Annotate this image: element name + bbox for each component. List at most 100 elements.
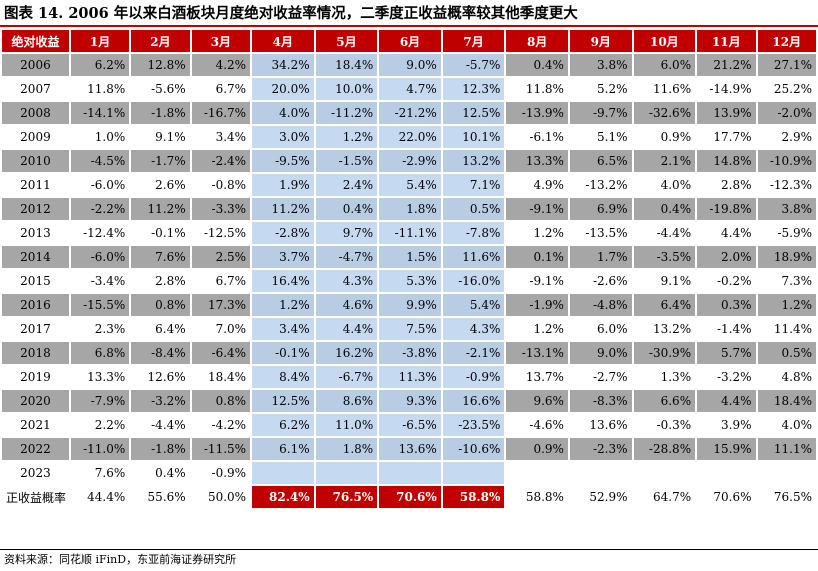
- return-cell: -2.4%: [191, 150, 251, 172]
- return-cell: -4.2%: [191, 414, 251, 436]
- return-cell: 2.8%: [697, 174, 756, 196]
- month-header: 9月: [569, 30, 632, 52]
- month-header: 8月: [506, 30, 568, 52]
- return-cell: 17.3%: [191, 294, 251, 316]
- return-cell: -13.5%: [569, 222, 632, 244]
- return-cell: 1.3%: [633, 366, 696, 388]
- return-cell: 13.7%: [506, 366, 568, 388]
- return-cell: 9.1%: [633, 270, 696, 292]
- return-cell: -1.9%: [506, 294, 568, 316]
- return-cell: -9.5%: [252, 150, 314, 172]
- return-cell: -3.5%: [633, 246, 696, 268]
- return-cell: 8.4%: [252, 366, 314, 388]
- return-cell: 6.5%: [569, 150, 632, 172]
- return-cell: -16.0%: [442, 270, 505, 292]
- return-cell: 34.2%: [252, 54, 314, 76]
- return-cell: 5.3%: [379, 270, 441, 292]
- return-cell: -8.3%: [569, 390, 632, 412]
- return-cell: -30.9%: [633, 342, 696, 364]
- return-cell: -12.4%: [70, 222, 130, 244]
- month-header: 1月: [70, 30, 130, 52]
- table-row: 2020 -7.9% -3.2% 0.8% 12.5% 8.6% 9.3% 16.6% 9.6%…: [2, 390, 816, 412]
- return-cell: [442, 462, 505, 484]
- return-cell: -11.1%: [379, 222, 441, 244]
- probability-cell: 70.6%: [697, 486, 756, 508]
- year-cell: 2019: [2, 366, 69, 388]
- return-cell: 0.4%: [315, 198, 378, 220]
- return-cell: -3.3%: [191, 198, 251, 220]
- return-cell: -10.6%: [442, 438, 505, 460]
- year-cell: 2021: [2, 414, 69, 436]
- chart-title: 图表 14. 2006 年以来白酒板块月度绝对收益率情况，二季度正收益概率较其他…: [4, 5, 578, 22]
- return-cell: 1.2%: [506, 318, 568, 340]
- return-cell: 9.7%: [315, 222, 378, 244]
- return-cell: 3.4%: [191, 126, 251, 148]
- return-cell: 9.1%: [131, 126, 190, 148]
- return-cell: 16.2%: [315, 342, 378, 364]
- return-cell: -12.5%: [191, 222, 251, 244]
- return-cell: -0.3%: [633, 414, 696, 436]
- return-cell: [697, 462, 756, 484]
- return-cell: -13.9%: [506, 102, 568, 124]
- return-cell: 4.4%: [697, 222, 756, 244]
- return-cell: 14.8%: [697, 150, 756, 172]
- return-cell: 2.3%: [70, 318, 130, 340]
- probability-cell: 64.7%: [633, 486, 696, 508]
- return-cell: 11.1%: [757, 438, 816, 460]
- return-cell: -4.7%: [315, 246, 378, 268]
- table-row: 2012 -2.2% 11.2% -3.3% 11.2% 0.4% 1.8% 0.5% -9.1…: [2, 198, 816, 220]
- return-cell: 9.6%: [506, 390, 568, 412]
- table-row: 2006 6.2% 12.8% 4.2% 34.2% 18.4% 9.0% -5.7% 0.4%…: [2, 54, 816, 76]
- return-cell: -2.1%: [442, 342, 505, 364]
- return-cell: -19.8%: [697, 198, 756, 220]
- return-cell: 1.9%: [252, 174, 314, 196]
- return-cell: -4.6%: [506, 414, 568, 436]
- return-cell: 1.8%: [379, 198, 441, 220]
- return-cell: 12.3%: [442, 78, 505, 100]
- return-cell: 11.8%: [506, 78, 568, 100]
- return-cell: -4.4%: [131, 414, 190, 436]
- return-cell: 2.5%: [191, 246, 251, 268]
- return-cell: -2.9%: [379, 150, 441, 172]
- return-cell: -0.8%: [191, 174, 251, 196]
- return-cell: 1.2%: [757, 294, 816, 316]
- table-row: 2010 -4.5% -1.7% -2.4% -9.5% -1.5% -2.9% 13.2% 1…: [2, 150, 816, 172]
- summary-row: 正收益概率 44.4% 55.6% 50.0% 82.4% 76.5% 70.6% 58.8%…: [2, 486, 816, 508]
- return-cell: 5.1%: [569, 126, 632, 148]
- return-cell: -3.8%: [379, 342, 441, 364]
- return-cell: 7.0%: [191, 318, 251, 340]
- probability-cell: 70.6%: [379, 486, 441, 508]
- return-cell: -9.7%: [569, 102, 632, 124]
- return-cell: 2.9%: [757, 126, 816, 148]
- return-cell: [379, 462, 441, 484]
- return-cell: 8.6%: [315, 390, 378, 412]
- return-cell: 5.4%: [379, 174, 441, 196]
- return-cell: -14.1%: [70, 102, 130, 124]
- return-cell: 2.2%: [70, 414, 130, 436]
- return-cell: 4.0%: [633, 174, 696, 196]
- return-cell: 4.2%: [191, 54, 251, 76]
- probability-cell: 58.8%: [506, 486, 568, 508]
- return-cell: 0.3%: [697, 294, 756, 316]
- return-cell: -28.8%: [633, 438, 696, 460]
- return-cell: 1.2%: [506, 222, 568, 244]
- return-cell: 25.2%: [757, 78, 816, 100]
- return-cell: 13.2%: [442, 150, 505, 172]
- year-cell: 2009: [2, 126, 69, 148]
- year-cell: 2010: [2, 150, 69, 172]
- return-cell: 1.0%: [70, 126, 130, 148]
- return-cell: -0.1%: [252, 342, 314, 364]
- return-cell: 0.5%: [757, 342, 816, 364]
- table-row: 2017 2.3% 6.4% 7.0% 3.4% 4.4% 7.5% 4.3% 1.2% 6.0%…: [2, 318, 816, 340]
- return-cell: 6.4%: [131, 318, 190, 340]
- return-cell: 2.6%: [131, 174, 190, 196]
- return-cell: [757, 462, 816, 484]
- return-cell: 6.7%: [191, 270, 251, 292]
- return-cell: 3.9%: [697, 414, 756, 436]
- return-cell: -12.3%: [757, 174, 816, 196]
- return-cell: -1.7%: [131, 150, 190, 172]
- table-row: 2021 2.2% -4.4% -4.2% 6.2% 11.0% -6.5% -23.5% -4…: [2, 414, 816, 436]
- return-cell: 6.4%: [633, 294, 696, 316]
- return-cell: 18.4%: [191, 366, 251, 388]
- table-row: 2009 1.0% 9.1% 3.4% 3.0% 1.2% 22.0% 10.1% -6.1% 5…: [2, 126, 816, 148]
